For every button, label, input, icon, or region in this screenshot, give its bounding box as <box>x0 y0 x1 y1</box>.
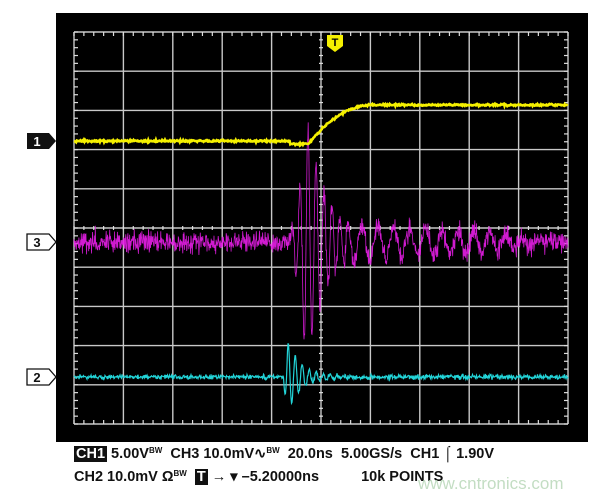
watermark: www.cntronics.com <box>418 474 564 493</box>
trigger-marker-shape <box>327 35 343 52</box>
ch2-marker-label: 2 <box>33 370 40 385</box>
ch2-waveform <box>73 343 569 406</box>
ch3-marker-label: 3 <box>33 235 40 250</box>
ch3-coupling-icon: ∿ <box>254 446 267 462</box>
ch2-marker[interactable]: 2 <box>26 368 57 386</box>
readout-line-2: CH2 10.0mV ΩBW T → ▾ –5.20000ns 10k POIN… <box>74 469 443 485</box>
ch1-marker-label: 1 <box>33 134 40 149</box>
ch3-marker[interactable]: 3 <box>26 233 57 251</box>
ch3-bw-icon: BW <box>266 446 280 455</box>
trigger-icon: T <box>194 469 208 485</box>
timebase: 20.0ns <box>287 446 333 462</box>
trigger-source: CH1 <box>410 446 440 462</box>
ch3-waveform <box>73 122 569 340</box>
ch2-marker-shape <box>26 368 57 386</box>
waveforms <box>73 101 569 406</box>
trigger-marker: T <box>327 35 343 52</box>
trigger-marker-label: T <box>332 37 339 49</box>
ch3-scale: CH3 10.0mV <box>170 446 255 462</box>
trigger-position: –5.20000ns <box>241 469 320 485</box>
readout-line-1: CH1 5.00VBW CH3 10.0mV∿BW 20.0ns 5.00GS/… <box>74 446 494 462</box>
graticule <box>73 31 569 425</box>
ch2-termination-icon: Ω <box>161 469 174 485</box>
rising-edge-icon: ⌠ <box>443 446 453 462</box>
trigger-arrow-icon: → ▾ <box>211 469 238 485</box>
sample-rate: 5.00GS/s <box>340 446 403 462</box>
ch1-marker[interactable]: 1 <box>27 133 56 149</box>
ch1-bw-icon: BW <box>148 446 163 455</box>
ch3-marker-shape <box>26 233 57 251</box>
ch1-marker-shape <box>27 133 56 149</box>
ch2-bw-icon: BW <box>173 469 187 478</box>
ch1-waveform <box>73 101 569 148</box>
ch1-scale: 5.00V <box>111 446 149 462</box>
trigger-level: 1.90V <box>456 446 495 462</box>
ch2-scale: CH2 10.0mV <box>74 469 158 485</box>
ch1-label: CH1 <box>74 446 108 462</box>
record-length: 10k POINTS <box>361 469 444 485</box>
